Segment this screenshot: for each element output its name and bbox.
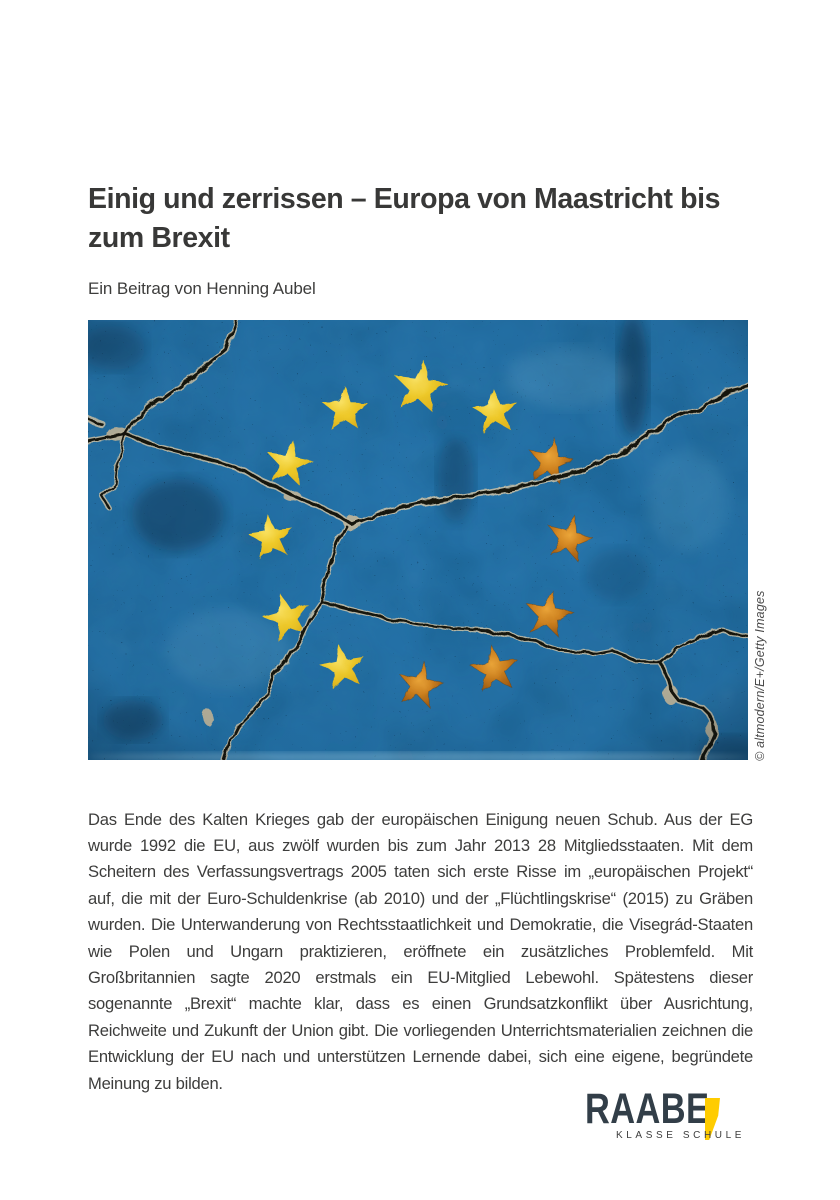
page-title-line: Einig und zerrissen – Europa von Maastri… — [88, 183, 721, 216]
body-paragraph: Das Ende des Kalten Krieges gab der euro… — [88, 809, 753, 1093]
page-title: Einig und zerrissen – Europa von Maastri… — [88, 180, 768, 258]
raabe-logo-wordmark: RAABE — [585, 1085, 710, 1133]
raabe-logo-tagline: KLASSE SCHULE — [616, 1130, 746, 1141]
raabe-logo: RAABE KLASSE SCHULE — [585, 1088, 755, 1158]
hero-image — [88, 320, 748, 760]
byline: Ein Beitrag von Henning Aubel — [88, 279, 316, 298]
eu-flag-cracked-wall-illustration — [88, 320, 748, 760]
image-credit: © altmodern/E+/Getty Images — [753, 590, 767, 761]
page-title-line: zum Brexit — [88, 222, 230, 255]
